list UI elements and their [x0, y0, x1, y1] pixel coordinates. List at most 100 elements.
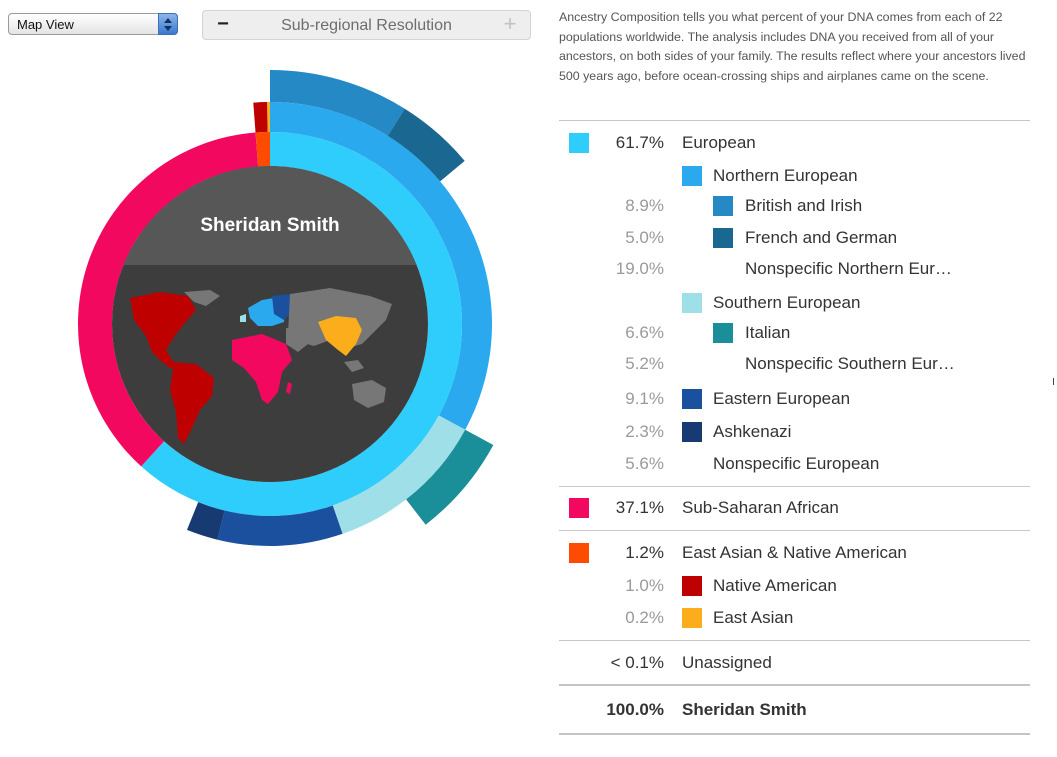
total-percent: 100.0%	[606, 700, 664, 719]
arc-middle-east-asian[interactable]	[267, 102, 270, 133]
table-row-nonspecific-european[interactable]: 5.6% Nonspecific European	[559, 452, 1030, 476]
arc-inner-east-asian-and-native-american[interactable]	[255, 132, 270, 167]
row-percent: < 0.1%	[610, 653, 664, 672]
row-label: East Asian	[713, 608, 794, 627]
resolution-control: − Sub-regional Resolution +	[202, 10, 531, 40]
table-row-sub-saharan-african[interactable]: 37.1% Sub-Saharan African	[559, 496, 1030, 520]
row-label: Sub-Saharan African	[682, 498, 839, 517]
view-select[interactable]: Map View	[8, 13, 178, 35]
table-row-east-asian-and-native-american[interactable]: 1.2% East Asian & Native American	[559, 541, 1030, 565]
map-region-middle-east	[286, 328, 308, 352]
color-swatch	[682, 166, 702, 186]
minus-button[interactable]: −	[217, 13, 229, 35]
total-label: Sheridan Smith	[682, 700, 807, 719]
row-label: Southern European	[713, 293, 861, 312]
table-divider	[559, 486, 1030, 487]
map-region-greenland	[184, 290, 220, 306]
color-swatch	[569, 133, 589, 153]
row-percent: 5.6%	[625, 454, 664, 473]
table-row-total: 100.0% Sheridan Smith	[559, 698, 1030, 722]
table-row-nonspecific-northern-eur[interactable]: 19.0% Nonspecific Northern Eur…	[559, 257, 1030, 281]
row-label: French and German	[745, 228, 898, 247]
table-row-british-and-irish[interactable]: 8.9% British and Irish	[559, 194, 1030, 218]
row-label: Native American	[713, 576, 837, 595]
table-row-southern-european[interactable]: Southern European	[559, 291, 1030, 315]
arc-middle-ashkenazi[interactable]	[186, 502, 225, 540]
table-row-east-asian[interactable]: 0.2% East Asian	[559, 606, 1030, 630]
row-percent: 37.1%	[615, 498, 664, 517]
table-row-unassigned[interactable]: < 0.1% Unassigned	[559, 651, 1030, 675]
color-swatch	[682, 422, 702, 442]
world-map	[130, 288, 392, 444]
row-percent: 2.3%	[625, 422, 664, 441]
map-region-north-america	[130, 292, 196, 352]
row-percent: 8.9%	[625, 196, 664, 215]
table-row-ashkenazi[interactable]: 2.3% Ashkenazi	[559, 420, 1030, 444]
arc-outer-french-and-german[interactable]	[387, 108, 465, 182]
row-label: Unassigned	[682, 653, 772, 672]
table-total-divider	[559, 684, 1030, 686]
table-row-french-and-german[interactable]: 5.0% French and German	[559, 226, 1030, 250]
table-divider	[559, 640, 1030, 641]
row-percent: 9.1%	[625, 389, 664, 408]
table-bottom-divider	[559, 733, 1030, 735]
row-percent: 5.2%	[625, 354, 664, 373]
row-percent: 0.2%	[625, 608, 664, 627]
arc-inner-sub-saharan-african[interactable]	[77, 132, 259, 467]
row-percent: 19.0%	[615, 259, 664, 278]
resolution-title: Sub-regional Resolution	[281, 17, 452, 34]
row-label: Nonspecific Northern Eur…	[745, 259, 952, 278]
arc-middle-eastern-european[interactable]	[217, 505, 343, 547]
row-percent: 61.7%	[615, 133, 664, 152]
map-region-east-asia	[318, 316, 362, 356]
arc-middle-northern-european[interactable]	[270, 102, 493, 430]
row-label: European	[682, 133, 756, 152]
row-percent: 5.0%	[625, 228, 664, 247]
row-label: Ashkenazi	[713, 422, 792, 441]
map-region-se-asia	[344, 360, 364, 372]
color-swatch	[682, 293, 702, 313]
row-label: Nonspecific Southern Eur…	[745, 354, 955, 373]
ancestry-description: Ancestry Composition tells you what perc…	[559, 10, 1026, 83]
map-region-europe-east	[272, 294, 294, 320]
plus-button[interactable]: +	[503, 11, 517, 36]
color-swatch	[682, 576, 702, 596]
color-swatch	[682, 389, 702, 409]
arc-outer-italian[interactable]	[406, 429, 494, 525]
arc-inner-european[interactable]	[141, 132, 462, 516]
table-row-european[interactable]: 61.7% European	[559, 131, 1030, 155]
color-swatch	[569, 543, 589, 563]
row-label: East Asian & Native American	[682, 543, 907, 562]
row-label: Italian	[745, 323, 791, 342]
table-divider	[559, 530, 1030, 531]
select-arrows-icon[interactable]	[158, 13, 178, 35]
map-region-british-isles	[240, 314, 246, 322]
map-region-africa	[232, 334, 292, 404]
row-label: Nonspecific European	[713, 454, 880, 473]
table-row-eastern-european[interactable]: 9.1% Eastern European	[559, 387, 1030, 411]
table-row-native-american[interactable]: 1.0% Native American	[559, 574, 1030, 598]
color-swatch	[569, 498, 589, 518]
chart-center-title: Sheridan Smith	[200, 215, 339, 236]
ancestry-sunburst-chart: Sheridan Smith	[77, 70, 494, 547]
table-row-italian[interactable]: 6.6% Italian	[559, 321, 1030, 345]
arc-outer-british-and-irish[interactable]	[270, 70, 405, 136]
edge-marker	[1053, 378, 1054, 385]
table-divider	[559, 120, 1030, 121]
arc-middle-native-american[interactable]	[253, 102, 268, 133]
color-swatch	[713, 196, 733, 216]
row-percent: 1.2%	[625, 543, 664, 562]
map-region-madagascar	[286, 382, 292, 394]
color-swatch	[713, 323, 733, 343]
table-row-northern-european[interactable]: Northern European	[559, 164, 1030, 188]
arc-middle-southern-european[interactable]	[332, 415, 466, 534]
map-region-australia	[352, 380, 386, 408]
color-swatch	[682, 608, 702, 628]
row-percent: 6.6%	[625, 323, 664, 342]
color-swatch	[713, 228, 733, 248]
row-label: Northern European	[713, 166, 858, 185]
row-label: British and Irish	[745, 196, 863, 215]
map-region-central-america	[152, 350, 178, 368]
table-row-nonspecific-southern-eur[interactable]: 5.2% Nonspecific Southern Eur…	[559, 352, 1030, 376]
view-select-value: Map View	[17, 17, 74, 32]
